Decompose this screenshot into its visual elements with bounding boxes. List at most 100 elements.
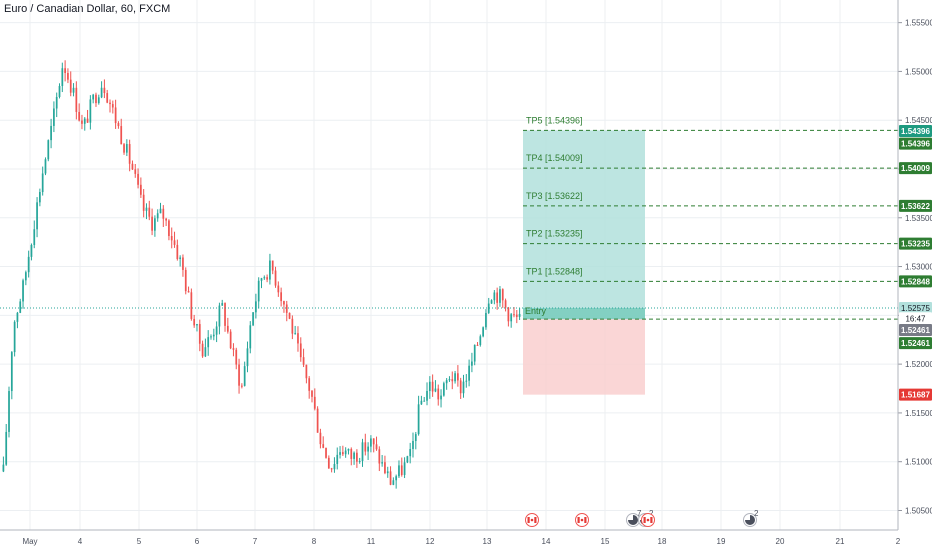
candle-body[interactable] — [409, 449, 412, 457]
candle-body[interactable] — [243, 366, 246, 386]
candle-body[interactable] — [120, 126, 123, 145]
candle-body[interactable] — [47, 140, 50, 160]
candle-body[interactable] — [518, 313, 521, 317]
candle-body[interactable] — [190, 292, 193, 319]
candle-body[interactable] — [182, 257, 184, 270]
candle-body[interactable] — [33, 229, 36, 245]
candle-body[interactable] — [179, 257, 182, 259]
candle-body[interactable] — [448, 379, 451, 381]
candle-body[interactable] — [395, 476, 398, 481]
candle-body[interactable] — [316, 408, 319, 433]
candle-body[interactable] — [358, 460, 361, 462]
candle-body[interactable] — [257, 280, 260, 302]
candle-body[interactable] — [196, 324, 198, 326]
candle-body[interactable] — [131, 163, 134, 170]
candle-body[interactable] — [473, 344, 476, 362]
candle-body[interactable] — [61, 68, 64, 87]
candle-body[interactable] — [341, 452, 344, 455]
candle-body[interactable] — [204, 347, 207, 357]
candle-body[interactable] — [95, 94, 97, 104]
candle-body[interactable] — [507, 307, 510, 322]
candle-body[interactable] — [322, 444, 325, 448]
candle-body[interactable] — [114, 107, 117, 124]
candle-body[interactable] — [123, 144, 125, 153]
candle-body[interactable] — [22, 280, 24, 302]
candle-body[interactable] — [515, 314, 518, 317]
candle-body[interactable] — [499, 289, 501, 303]
candle-body[interactable] — [184, 269, 187, 292]
candle-body[interactable] — [13, 321, 16, 353]
candle-body[interactable] — [482, 327, 484, 337]
candle-body[interactable] — [485, 312, 487, 328]
canada-flag-icon[interactable] — [575, 513, 589, 527]
candle-body[interactable] — [462, 381, 465, 394]
candle-body[interactable] — [224, 303, 226, 326]
candle-body[interactable] — [78, 111, 81, 121]
candle-body[interactable] — [333, 463, 336, 470]
candle-body[interactable] — [218, 305, 221, 327]
candle-body[interactable] — [356, 452, 358, 462]
candle-body[interactable] — [193, 318, 196, 326]
candle-body[interactable] — [187, 291, 190, 293]
candle-body[interactable] — [81, 120, 83, 124]
candle-body[interactable] — [207, 337, 210, 348]
candle-body[interactable] — [319, 432, 322, 445]
candle-body[interactable] — [468, 365, 470, 381]
candle-body[interactable] — [271, 260, 274, 271]
candle-body[interactable] — [16, 312, 19, 322]
candle-body[interactable] — [58, 86, 61, 97]
candle-body[interactable] — [27, 256, 30, 273]
candle-body[interactable] — [128, 144, 131, 164]
candle-body[interactable] — [154, 218, 156, 231]
candle-body[interactable] — [103, 87, 106, 94]
candle-body[interactable] — [238, 364, 240, 386]
candle-body[interactable] — [294, 333, 297, 335]
candle-body[interactable] — [86, 118, 89, 123]
candle-body[interactable] — [299, 343, 302, 358]
candle-body[interactable] — [372, 438, 375, 445]
candle-body[interactable] — [490, 300, 493, 304]
candle-body[interactable] — [240, 385, 243, 387]
candle-body[interactable] — [423, 400, 426, 402]
candle-body[interactable] — [311, 390, 313, 397]
candle-body[interactable] — [162, 208, 165, 219]
candle-body[interactable] — [159, 208, 162, 214]
candle-body[interactable] — [41, 173, 44, 193]
candle-body[interactable] — [451, 379, 454, 382]
candle-body[interactable] — [308, 378, 311, 391]
candle-body[interactable] — [125, 144, 128, 153]
candle-body[interactable] — [420, 400, 423, 405]
candle-body[interactable] — [226, 325, 229, 332]
candle-body[interactable] — [277, 285, 280, 293]
candle-body[interactable] — [83, 118, 86, 124]
earnings-icon[interactable]: 2 — [743, 509, 760, 527]
candle-body[interactable] — [67, 73, 69, 80]
candle-body[interactable] — [36, 202, 38, 230]
candle-body[interactable] — [280, 292, 283, 302]
candle-body[interactable] — [212, 334, 215, 337]
candle-body[interactable] — [434, 388, 437, 392]
candle-body[interactable] — [367, 446, 369, 452]
candle-body[interactable] — [398, 465, 400, 477]
candle-body[interactable] — [24, 272, 27, 281]
candle-body[interactable] — [370, 438, 372, 447]
candle-body[interactable] — [392, 480, 395, 485]
candle-body[interactable] — [64, 68, 66, 74]
candle-body[interactable] — [274, 270, 277, 286]
candle-body[interactable] — [288, 312, 291, 319]
candle-body[interactable] — [170, 236, 173, 241]
candle-body[interactable] — [283, 301, 285, 305]
candle-body[interactable] — [92, 94, 95, 100]
candle-body[interactable] — [406, 456, 409, 463]
candle-body[interactable] — [330, 468, 333, 470]
candle-body[interactable] — [263, 277, 266, 279]
candle-body[interactable] — [198, 324, 201, 344]
candle-body[interactable] — [414, 434, 417, 441]
candle-body[interactable] — [106, 93, 109, 103]
candle-body[interactable] — [156, 213, 159, 219]
candle-body[interactable] — [69, 79, 72, 93]
candle-body[interactable] — [75, 87, 78, 112]
candle-body[interactable] — [417, 404, 420, 435]
candle-body[interactable] — [445, 380, 448, 384]
candle-body[interactable] — [30, 244, 33, 257]
